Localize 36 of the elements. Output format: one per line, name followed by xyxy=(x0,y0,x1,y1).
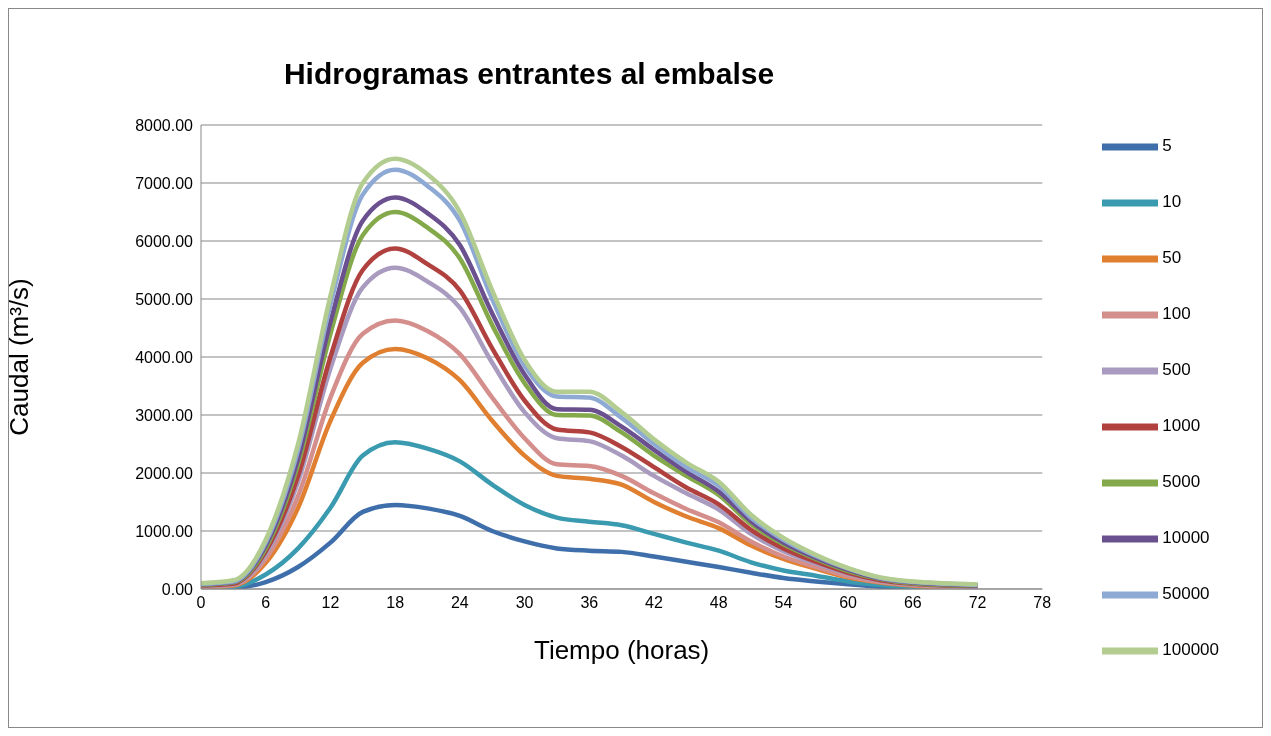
legend-label: 10000 xyxy=(1162,528,1210,548)
x-tick-label: 24 xyxy=(450,594,469,612)
y-tick-label: 0.00 xyxy=(161,580,194,598)
legend-label: 500 xyxy=(1162,360,1191,380)
legend-label: 10 xyxy=(1162,192,1182,212)
x-axis-title: Tiempo (horas) xyxy=(533,635,710,665)
x-tick-label: 54 xyxy=(774,594,793,612)
chart-title: Hidrogramas entrantes al embalse xyxy=(282,57,776,91)
x-tick-label: 30 xyxy=(515,594,534,612)
y-axis-title: Caudal (m³/s) xyxy=(4,278,35,436)
x-tick-label: 78 xyxy=(1033,594,1052,612)
x-tick-label: 60 xyxy=(839,594,858,612)
x-tick-label: 66 xyxy=(903,594,922,612)
legend-label: 5000 xyxy=(1162,472,1201,492)
y-tick-label: 2000.00 xyxy=(135,464,194,482)
legend-label: 5 xyxy=(1162,136,1172,156)
x-tick-label: 72 xyxy=(968,594,987,612)
legend-label: 100 xyxy=(1162,304,1191,324)
x-tick-label: 6 xyxy=(261,594,271,612)
x-tick-label: 12 xyxy=(321,594,340,612)
x-tick-label: 42 xyxy=(645,594,663,612)
y-tick-label: 7000.00 xyxy=(135,174,194,192)
x-tick-label: 18 xyxy=(386,594,405,612)
x-tick-label: 48 xyxy=(709,594,728,612)
y-tick-label: 1000.00 xyxy=(135,522,194,540)
y-tick-label: 6000.00 xyxy=(135,232,194,250)
x-tick-label: 36 xyxy=(580,594,599,612)
y-tick-label: 5000.00 xyxy=(135,290,194,308)
y-tick-label: 8000.00 xyxy=(135,116,194,134)
x-tick-label: 0 xyxy=(196,594,206,612)
legend-label: 100000 xyxy=(1162,640,1219,660)
y-tick-label: 3000.00 xyxy=(135,406,194,424)
legend-label: 1000 xyxy=(1162,416,1201,436)
legend-label: 50 xyxy=(1162,248,1182,268)
legend-label: 50000 xyxy=(1162,584,1210,604)
y-tick-label: 4000.00 xyxy=(135,348,194,366)
